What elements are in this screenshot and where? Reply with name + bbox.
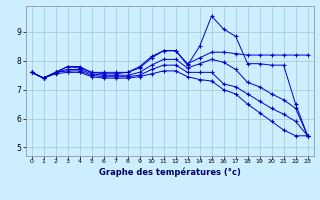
X-axis label: Graphe des températures (°c): Graphe des températures (°c) (99, 167, 241, 177)
